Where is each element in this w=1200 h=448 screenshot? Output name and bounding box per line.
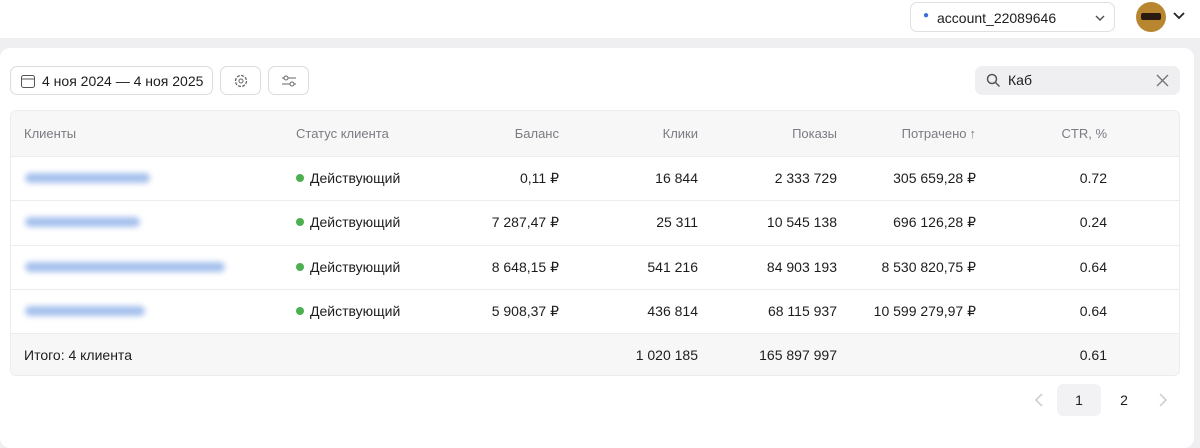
avatar-chevron[interactable] (1172, 10, 1186, 22)
cell-value: 436 814 (398, 289, 698, 333)
cell-text: 84 903 193 (766, 258, 837, 275)
cell-value: 8 530 820,75 ₽ (676, 245, 976, 289)
page-button[interactable]: 1 (1057, 384, 1101, 416)
cell-text: 0.64 (1079, 302, 1107, 319)
cell-text: 10 545 138 (766, 214, 837, 231)
cell-text: 0.72 (1079, 170, 1107, 186)
cell-value: 7 287,47 ₽ (259, 200, 559, 244)
cell-value: 0.24 (807, 200, 1107, 244)
status: Действующий (296, 200, 400, 244)
sort-arrow: ↑ (969, 126, 977, 141)
avatar[interactable] (1136, 2, 1166, 32)
cell-text: 436 814 (647, 302, 698, 319)
cell-value: 10 599 279,97 ₽ (676, 289, 976, 333)
cell-text: 8 648,15 ₽ (491, 258, 559, 275)
cell-value: 0,11 ₽ (259, 156, 559, 200)
cell-value: 0.64 (807, 289, 1107, 333)
filter-button[interactable] (268, 66, 309, 95)
cell-value: 0.64 (807, 245, 1107, 289)
column-header[interactable]: Потрачено ↑ (901, 126, 977, 141)
search-query: Каб (1008, 72, 1032, 88)
cell-value: 305 659,28 ₽ (676, 156, 976, 200)
total-shows: 165 897 997 (759, 347, 837, 363)
prev-page[interactable] (1034, 393, 1044, 407)
date-range-button[interactable]: 4 ноя 2024 — 4 ноя 2025 (10, 66, 213, 95)
cell-value: 8 648,15 ₽ (259, 245, 559, 289)
status: Действующий (296, 245, 400, 289)
cell-text: 16 844 (655, 170, 698, 186)
search-icon (986, 73, 1001, 88)
account-name: account_22089646 (937, 10, 1057, 26)
next-page[interactable] (1158, 393, 1168, 407)
cell-value: 16 844 (398, 156, 698, 200)
account-selector[interactable]: ● account_22089646 (910, 2, 1115, 32)
date-range: 4 ноя 2024 — 4 ноя 2025 (42, 73, 204, 89)
cell-text: 5 908,37 ₽ (491, 302, 559, 319)
calendar-icon (21, 75, 35, 88)
row-divider (11, 288, 1179, 290)
top-bar: ● account_22089646 (0, 0, 1200, 38)
column-header: Статус клиента (296, 126, 389, 141)
cell-text: Действующий (310, 170, 401, 186)
status-dot (296, 174, 304, 182)
status-dot (296, 218, 304, 227)
cell-text: 696 126,28 ₽ (893, 214, 976, 231)
client-name-redacted[interactable] (25, 173, 150, 183)
clear-icon[interactable] (1156, 74, 1169, 87)
cell-text: 7 287,47 ₽ (491, 214, 559, 231)
cell-text: 8 530 820,75 ₽ (881, 258, 976, 275)
column-header: Показы (792, 126, 837, 141)
cell-value: 84 903 193 (537, 245, 837, 289)
cell-text: 0,11 ₽ (519, 170, 559, 186)
status-dot (296, 262, 304, 271)
client-name-redacted[interactable] (25, 217, 140, 228)
total-clicks: 1 020 185 (635, 347, 698, 363)
cell-text: Действующий (310, 214, 401, 231)
cell-value: 68 115 937 (537, 289, 837, 333)
cell-text: 25 311 (656, 214, 698, 231)
status: Действующий (296, 156, 400, 200)
row-divider (11, 333, 1179, 334)
total-label: Итого: 4 клиента (24, 347, 132, 363)
clients-table: Клиенты Статус клиента Баланс Клики Показы По… (10, 110, 1180, 376)
header-row (11, 111, 1179, 156)
cell-text: 10 599 279,97 ₽ (873, 302, 976, 319)
cell-value: 5 908,37 ₽ (259, 289, 559, 333)
cell-text: 0.24 (1079, 214, 1107, 231)
column-header: CTR, % (1061, 126, 1108, 141)
column-header: Баланс (514, 126, 559, 141)
total-row (11, 333, 1179, 375)
search-box[interactable]: Каб (975, 66, 1180, 95)
cell-text: 541 216 (647, 258, 698, 275)
cell-value: 541 216 (398, 245, 698, 289)
filter-icon (282, 75, 296, 87)
settings-button[interactable] (220, 66, 261, 95)
row-divider (11, 244, 1179, 246)
cell-value: 25 311 (398, 200, 698, 244)
cell-text: Действующий (310, 302, 401, 319)
cell-value: 10 545 138 (537, 200, 837, 244)
status-dot (296, 306, 304, 315)
cell-text: Действующий (310, 258, 401, 275)
cell-text: 2 333 729 (774, 170, 837, 186)
cell-value: 0.72 (807, 156, 1107, 200)
cell-text: 305 659,28 ₽ (893, 170, 976, 186)
client-name-redacted[interactable] (25, 261, 225, 272)
status: Действующий (296, 289, 400, 333)
cell-value: 696 126,28 ₽ (676, 200, 976, 244)
total-ctr: 0.61 (1079, 347, 1107, 363)
cell-text: 68 115 937 (767, 302, 837, 319)
row-divider (11, 200, 1179, 202)
cell-value: 2 333 729 (537, 156, 837, 200)
row-divider (11, 156, 1179, 157)
column-header: Клики (662, 126, 698, 141)
cell-text: 0.64 (1079, 258, 1107, 275)
gear-icon (234, 74, 248, 88)
client-name-redacted[interactable] (25, 305, 145, 316)
page-button[interactable]: 2 (1120, 392, 1128, 408)
column-header: Клиенты (24, 126, 77, 141)
chevron (1095, 15, 1105, 22)
